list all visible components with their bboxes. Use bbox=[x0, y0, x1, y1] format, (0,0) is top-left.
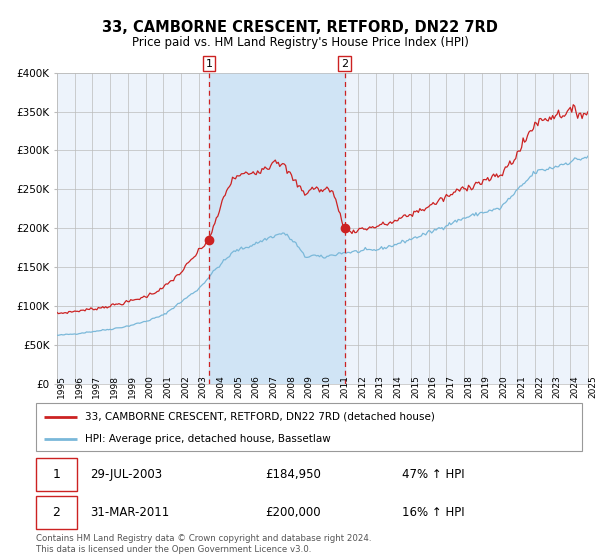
Text: £184,950: £184,950 bbox=[265, 468, 321, 481]
Text: 47% ↑ HPI: 47% ↑ HPI bbox=[402, 468, 464, 481]
Text: 2021: 2021 bbox=[517, 375, 526, 398]
Text: 1: 1 bbox=[205, 59, 212, 69]
FancyBboxPatch shape bbox=[36, 458, 77, 492]
Text: 29-JUL-2003: 29-JUL-2003 bbox=[91, 468, 163, 481]
Text: 2011: 2011 bbox=[340, 375, 349, 398]
Text: Contains HM Land Registry data © Crown copyright and database right 2024.: Contains HM Land Registry data © Crown c… bbox=[36, 534, 371, 543]
Text: 2009: 2009 bbox=[305, 375, 314, 398]
Text: 31-MAR-2011: 31-MAR-2011 bbox=[91, 506, 170, 519]
Text: 16% ↑ HPI: 16% ↑ HPI bbox=[402, 506, 464, 519]
Text: 1999: 1999 bbox=[128, 375, 137, 398]
Text: 2014: 2014 bbox=[394, 375, 402, 398]
Text: 2016: 2016 bbox=[428, 375, 437, 398]
Text: 1997: 1997 bbox=[92, 375, 101, 398]
Text: 2001: 2001 bbox=[163, 375, 172, 398]
Text: 2019: 2019 bbox=[482, 375, 491, 398]
Text: 2012: 2012 bbox=[358, 375, 367, 398]
Text: 2: 2 bbox=[53, 506, 61, 519]
Text: 2006: 2006 bbox=[252, 375, 260, 398]
Text: 2023: 2023 bbox=[553, 375, 562, 398]
Text: 2020: 2020 bbox=[499, 375, 509, 398]
Text: 1995: 1995 bbox=[57, 375, 66, 398]
Text: 2013: 2013 bbox=[376, 375, 385, 398]
Text: 2002: 2002 bbox=[181, 375, 190, 398]
Text: 2: 2 bbox=[341, 59, 348, 69]
Text: 1996: 1996 bbox=[75, 375, 84, 398]
Text: 2008: 2008 bbox=[287, 375, 296, 398]
Text: 2024: 2024 bbox=[570, 375, 580, 398]
Text: Price paid vs. HM Land Registry's House Price Index (HPI): Price paid vs. HM Land Registry's House … bbox=[131, 36, 469, 49]
Text: HPI: Average price, detached house, Bassetlaw: HPI: Average price, detached house, Bass… bbox=[85, 434, 331, 444]
Text: 2017: 2017 bbox=[446, 375, 455, 398]
Text: 2010: 2010 bbox=[323, 375, 331, 398]
Text: 2022: 2022 bbox=[535, 375, 544, 398]
Text: 2000: 2000 bbox=[146, 375, 155, 398]
Text: £200,000: £200,000 bbox=[265, 506, 321, 519]
Text: 2003: 2003 bbox=[199, 375, 208, 398]
Text: 1: 1 bbox=[53, 468, 61, 481]
Text: 33, CAMBORNE CRESCENT, RETFORD, DN22 7RD: 33, CAMBORNE CRESCENT, RETFORD, DN22 7RD bbox=[102, 20, 498, 35]
Text: 1998: 1998 bbox=[110, 375, 119, 398]
Text: 33, CAMBORNE CRESCENT, RETFORD, DN22 7RD (detached house): 33, CAMBORNE CRESCENT, RETFORD, DN22 7RD… bbox=[85, 412, 435, 422]
Text: 2004: 2004 bbox=[217, 375, 226, 398]
Text: 2007: 2007 bbox=[269, 375, 278, 398]
Bar bbox=[209, 73, 344, 384]
FancyBboxPatch shape bbox=[36, 496, 77, 529]
Text: 2005: 2005 bbox=[234, 375, 243, 398]
Text: This data is licensed under the Open Government Licence v3.0.: This data is licensed under the Open Gov… bbox=[36, 545, 311, 554]
Text: 2025: 2025 bbox=[588, 375, 597, 398]
Text: 2015: 2015 bbox=[411, 375, 420, 398]
Text: 2018: 2018 bbox=[464, 375, 473, 398]
